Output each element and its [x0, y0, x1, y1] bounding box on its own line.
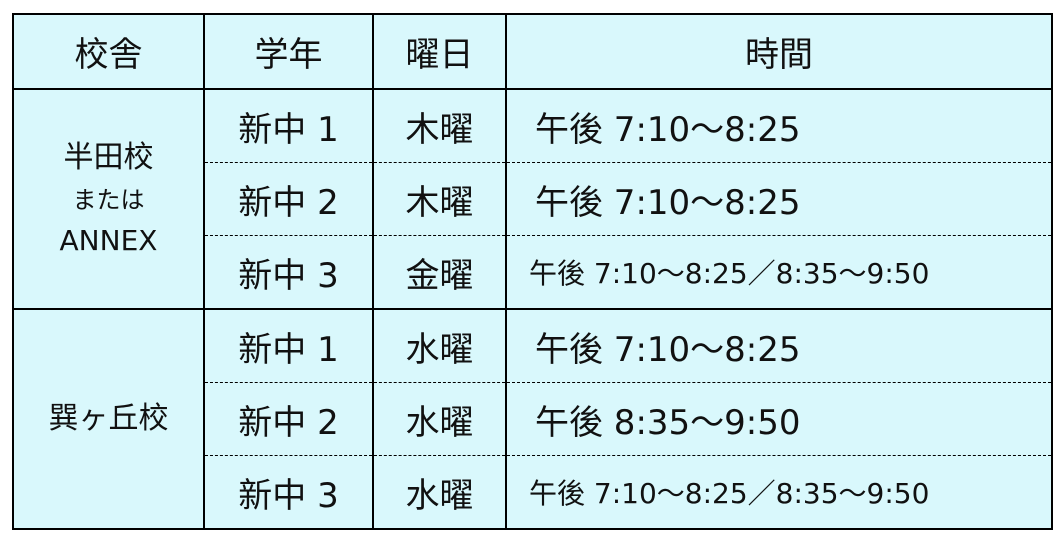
- day-cell: 水曜: [372, 308, 507, 383]
- header-time: 時間: [505, 13, 1053, 90]
- table-row: 新中 3 金曜 午後 7:10〜8:25／8:35〜9:50: [13, 235, 1053, 310]
- table-row: 新中 2 水曜 午後 8:35〜9:50: [13, 382, 1053, 456]
- day-cell: 水曜: [372, 455, 507, 530]
- table-row: 新中 3 水曜 午後 7:10〜8:25／8:35〜9:50: [13, 455, 1053, 530]
- day-cell: 木曜: [372, 88, 507, 163]
- time-cell: 午後 7:10〜8:25／8:35〜9:50: [505, 455, 1053, 530]
- time-cell: 午後 7:10〜8:25: [505, 88, 1053, 163]
- grade-cell: 新中 1: [203, 88, 374, 163]
- header-grade: 学年: [203, 13, 374, 90]
- school-name: 半田校: [63, 140, 154, 176]
- table-row: 半田校 または ANNEX 新中 1 木曜 午後 7:10〜8:25: [12, 88, 1053, 310]
- day-cell: 木曜: [372, 162, 507, 236]
- day-cell: 金曜: [372, 235, 507, 310]
- schedule-table: 校舎 学年 曜日 時間 半田校 または ANNEX 新中 1 木曜 午後 7:1…: [12, 13, 1053, 530]
- time-cell: 午後 7:10〜8:25: [505, 308, 1053, 383]
- header-row: 校舎 学年 曜日 時間: [12, 13, 1053, 90]
- school-cell-tatsumigaoka: 巽ヶ丘校: [12, 308, 205, 530]
- school-cell-handa: 半田校 または ANNEX: [12, 88, 205, 310]
- time-cell: 午後 7:10〜8:25／8:35〜9:50: [505, 235, 1053, 310]
- grade-cell: 新中 3: [203, 235, 374, 310]
- time-cell: 午後 7:10〜8:25: [505, 162, 1053, 236]
- header-day: 曜日: [372, 13, 507, 90]
- school-alt-name: ANNEX: [59, 224, 158, 258]
- grade-cell: 新中 1: [203, 308, 374, 383]
- header-school: 校舎: [12, 13, 205, 90]
- school-connector: または: [72, 185, 145, 214]
- table-row: 新中 2 木曜 午後 7:10〜8:25: [13, 162, 1053, 236]
- time-cell: 午後 8:35〜9:50: [505, 382, 1053, 456]
- grade-cell: 新中 3: [203, 455, 374, 530]
- table-row: 巽ヶ丘校 新中 1 水曜 午後 7:10〜8:25: [12, 308, 1053, 530]
- grade-cell: 新中 2: [203, 382, 374, 456]
- day-cell: 水曜: [372, 382, 507, 456]
- grade-cell: 新中 2: [203, 162, 374, 236]
